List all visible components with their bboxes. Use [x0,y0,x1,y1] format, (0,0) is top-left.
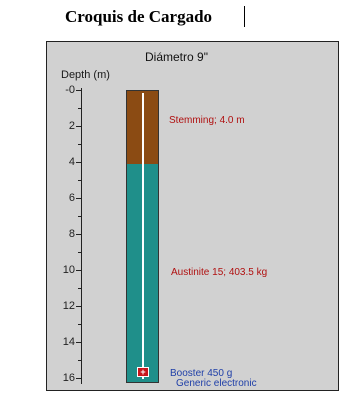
diameter-label: Diámetro 9" [145,50,208,64]
depth-axis-tick [76,342,82,343]
depth-tick-label: 2 [68,120,75,132]
depth-tick-label: 12 [62,300,75,312]
explosive-label: Austinite 15; 403.5 kg [171,267,268,278]
depth-axis-tick [78,144,82,145]
booster-detonator-label: Generic electronic [176,378,257,389]
depth-axis-tick [76,270,82,271]
depth-axis-tick [78,180,82,181]
booster-icon: + [140,367,146,377]
booster-marker: + [137,367,149,377]
depth-axis-tick [76,90,82,91]
depth-axis-tick [76,306,82,307]
depth-axis-tick [78,216,82,217]
depth-tick-label: 8 [68,228,75,240]
depth-tick-label: -0 [65,84,75,96]
depth-axis-line [81,88,82,384]
blasthole-column: + [126,90,159,383]
depth-tick-label: 16 [62,372,75,384]
booster-label: Booster 450 g [170,368,233,379]
depth-tick-label: 6 [68,192,75,204]
loading-sketch-figure: Diámetro 9" Depth (m) -0 2 4 6 8 10 12 14 16 + S… [46,41,339,391]
detonator-wire [142,93,144,379]
depth-axis-tick [76,126,82,127]
depth-tick-label: 14 [62,336,75,348]
depth-axis-tick [76,198,82,199]
depth-tick-label: 10 [62,264,75,276]
depth-tick-label: 4 [68,156,75,168]
text-cursor [244,6,245,27]
depth-axis-tick [78,288,82,289]
stemming-label: Stemming; 4.0 m [169,115,245,126]
document-title: Croquis de Cargado [65,7,213,26]
depth-axis-tick [78,252,82,253]
depth-axis-tick [76,378,82,379]
depth-axis-tick [78,108,82,109]
depth-axis-tick [76,162,82,163]
depth-axis-title: Depth (m) [61,69,110,81]
depth-axis-tick [78,360,82,361]
depth-axis-tick [78,324,82,325]
depth-axis-tick [76,234,82,235]
